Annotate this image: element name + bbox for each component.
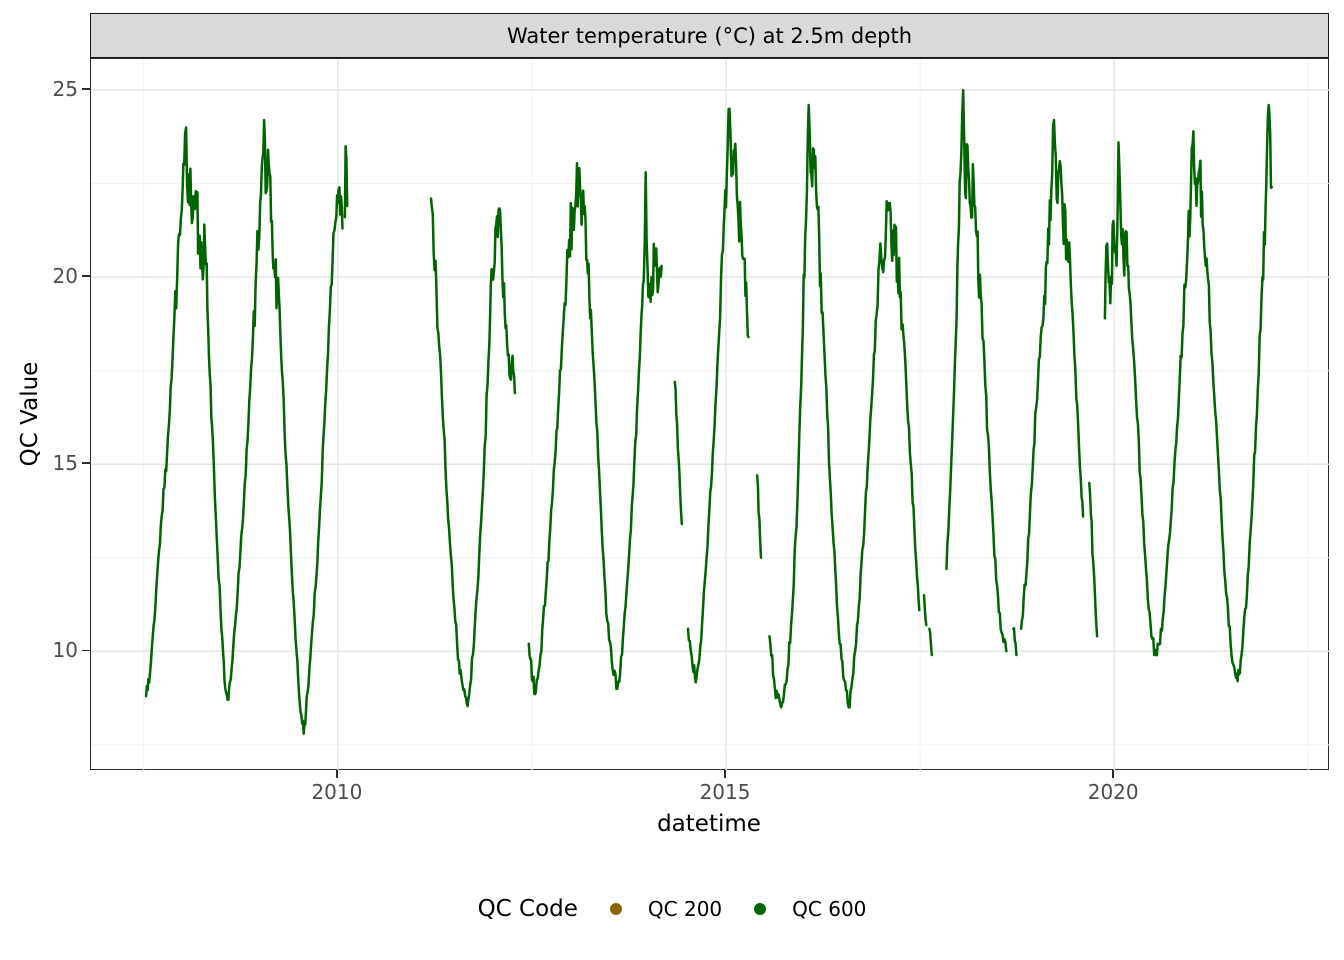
x-tick-mark (1112, 770, 1114, 778)
x-tick-mark (336, 770, 338, 778)
x-tick-mark (724, 770, 726, 778)
legend-dot-icon (609, 903, 622, 915)
timeseries-plot (91, 59, 1330, 771)
y-tick-mark (82, 88, 90, 90)
legend-items: QC 200 QC 600 (609, 897, 866, 921)
x-tick-label: 2020 (1087, 780, 1139, 804)
x-tick-label: 2010 (311, 780, 363, 804)
legend-label: QC 200 (647, 897, 723, 921)
legend-label: QC 600 (792, 897, 867, 921)
y-tick-label: 15 (52, 451, 78, 476)
legend: QC Code QC 200 QC 600 (0, 888, 1344, 930)
plot-panel (90, 58, 1330, 771)
legend-dot-icon (754, 903, 767, 915)
strip-title: Water temperature (°C) at 2.5m depth (506, 23, 913, 48)
y-tick-label: 20 (52, 264, 78, 289)
series-line-qc-600 (144, 88, 1274, 735)
y-tick-mark (82, 462, 90, 464)
legend-item-qc-200: QC 200 (609, 897, 723, 921)
y-axis-title: QC Value (17, 361, 43, 467)
y-tick-label: 25 (52, 77, 78, 102)
y-tick-mark (82, 649, 90, 652)
legend-item-qc-600: QC 600 (754, 897, 866, 921)
y-tick-label: 10 (52, 638, 78, 663)
y-tick-mark (82, 275, 90, 277)
facet-strip: Water temperature (°C) at 2.5m depth (90, 13, 1329, 58)
legend-title: QC Code (477, 896, 578, 922)
x-tick-label: 2015 (699, 780, 751, 804)
x-axis-title: datetime (657, 811, 761, 837)
